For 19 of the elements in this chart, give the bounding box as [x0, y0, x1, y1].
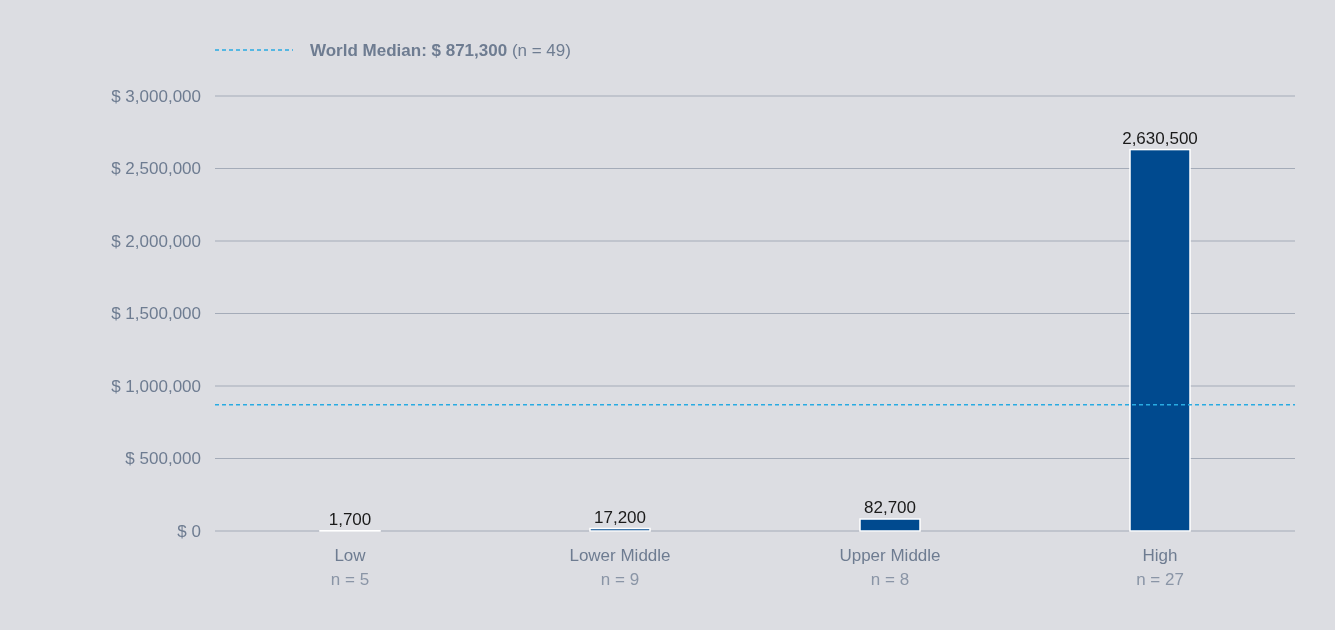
y-tick-label: $ 0 — [177, 521, 201, 541]
bar — [859, 518, 921, 532]
y-tick-label: $ 3,000,000 — [111, 86, 201, 106]
x-tick-label: Low n = 5 — [330, 546, 370, 589]
legend-label: World Median: $ 871,300 (n = 49) — [310, 40, 571, 60]
x-tick-label: Lower Middle n = 9 — [569, 546, 671, 589]
x-tick-label: Upper Middle n = 8 — [839, 546, 941, 589]
y-tick-label: $ 1,500,000 — [111, 304, 201, 324]
data-label: 1,700 — [328, 509, 372, 529]
y-tick-label: $ 2,000,000 — [111, 231, 201, 251]
y-tick-label: $ 1,000,000 — [111, 376, 201, 396]
y-tick-label: $ 2,500,000 — [111, 159, 201, 179]
data-label: 2,630,500 — [1122, 128, 1198, 148]
data-label: 82,700 — [864, 498, 916, 518]
y-tick-label: $ 500,000 — [125, 449, 201, 469]
bar — [589, 527, 651, 532]
bar — [1129, 148, 1191, 532]
x-tick-label: High n = 27 — [1136, 546, 1184, 589]
data-label: 17,200 — [594, 507, 646, 527]
